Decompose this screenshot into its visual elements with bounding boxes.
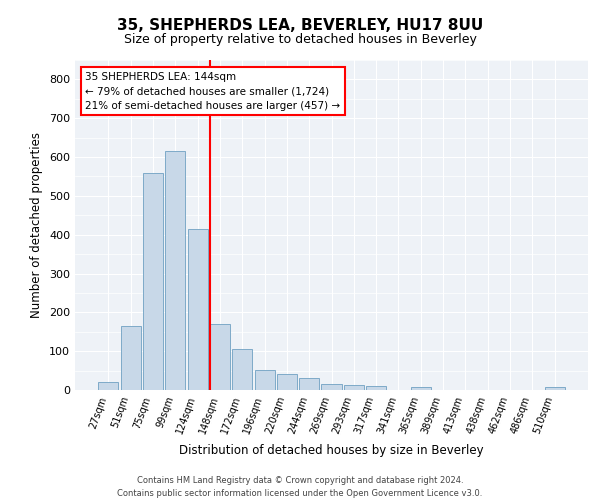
Bar (121, 326, 141, 390)
Bar (98, 382, 118, 390)
Bar (545, 387, 565, 390)
Bar (254, 370, 275, 390)
Text: 35, SHEPHERDS LEA, BEVERLEY, HU17 8UU: 35, SHEPHERDS LEA, BEVERLEY, HU17 8UU (117, 18, 483, 32)
Text: 35 SHEPHERDS LEA: 144sqm
← 79% of detached houses are smaller (1,724)
21% of sem: 35 SHEPHERDS LEA: 144sqm ← 79% of detach… (85, 72, 340, 111)
X-axis label: Distribution of detached houses by size in Beverley: Distribution of detached houses by size … (179, 444, 484, 456)
Bar (232, 349, 252, 390)
Bar (143, 172, 163, 390)
Bar (344, 386, 364, 390)
Text: Size of property relative to detached houses in Beverley: Size of property relative to detached ho… (124, 32, 476, 46)
Bar (322, 384, 341, 390)
Bar (165, 151, 185, 390)
Bar (411, 387, 431, 390)
Bar (188, 229, 208, 390)
Bar (277, 374, 297, 390)
Text: Contains HM Land Registry data © Crown copyright and database right 2024.
Contai: Contains HM Land Registry data © Crown c… (118, 476, 482, 498)
Bar (210, 324, 230, 390)
Y-axis label: Number of detached properties: Number of detached properties (31, 132, 43, 318)
Bar (299, 378, 319, 390)
Bar (366, 386, 386, 390)
